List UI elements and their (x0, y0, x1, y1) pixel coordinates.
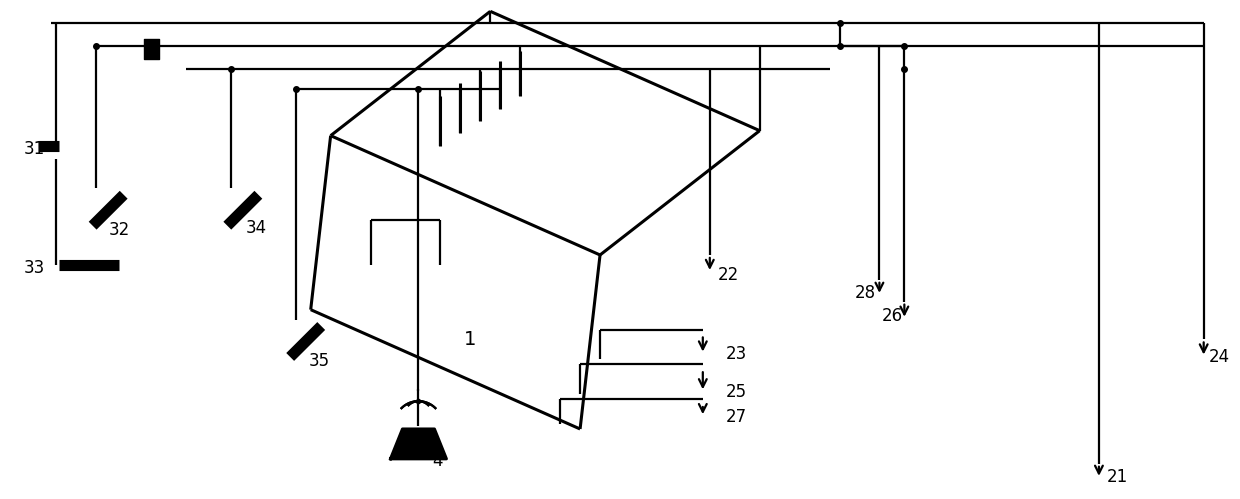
Text: 22: 22 (718, 266, 739, 284)
Text: 34: 34 (246, 219, 267, 237)
Text: 33: 33 (24, 259, 45, 277)
Text: 31: 31 (24, 140, 45, 158)
Text: 32: 32 (109, 221, 130, 239)
Text: 26: 26 (882, 306, 903, 325)
Text: 21: 21 (1107, 468, 1128, 486)
Text: 23: 23 (725, 345, 746, 363)
Text: 27: 27 (725, 408, 746, 426)
Text: 4: 4 (433, 452, 443, 470)
Text: 35: 35 (309, 352, 330, 370)
Text: 25: 25 (725, 383, 746, 401)
Text: 24: 24 (1209, 348, 1230, 366)
Text: 28: 28 (854, 284, 875, 302)
Polygon shape (391, 429, 446, 459)
Text: 1: 1 (464, 330, 476, 349)
